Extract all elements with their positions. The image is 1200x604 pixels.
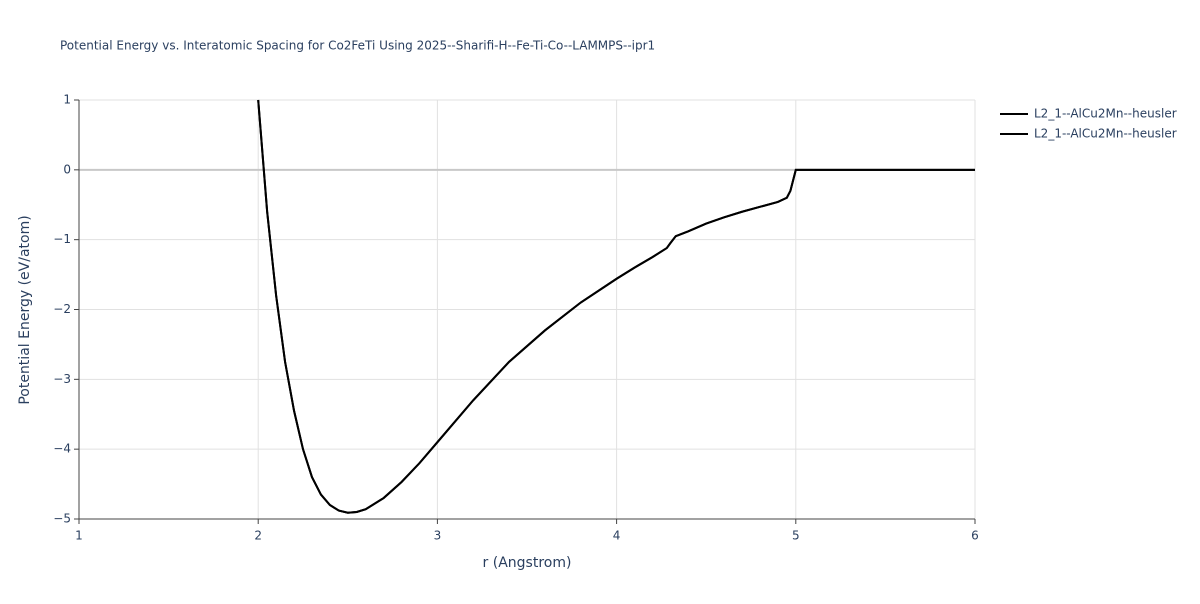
y-tick-label: 0: [63, 162, 71, 176]
y-axis-label: Potential Energy (eV/atom): [17, 215, 33, 404]
y-tick-label: 1: [63, 93, 71, 107]
legend-label: L2_1--AlCu2Mn--heusler: [1034, 127, 1177, 141]
y-tick-label: −1: [53, 232, 71, 246]
legend-label: L2_1--AlCu2Mn--heusler: [1034, 107, 1177, 121]
y-tick-label: −2: [53, 302, 71, 316]
series-line: [257, 99, 975, 514]
y-tick-label: −4: [53, 442, 71, 456]
x-tick-label: 4: [613, 529, 621, 543]
x-tick-label: 2: [254, 529, 262, 543]
x-axis-label: r (Angstrom): [483, 555, 572, 571]
y-tick-label: −5: [53, 512, 71, 526]
x-tick-label: 5: [792, 529, 800, 543]
y-tick-label: −3: [53, 372, 71, 386]
x-tick-label: 3: [434, 529, 442, 543]
x-tick-label: 1: [75, 529, 83, 543]
chart-title: Potential Energy vs. Interatomic Spacing…: [60, 39, 655, 53]
x-tick-label: 6: [971, 529, 979, 543]
